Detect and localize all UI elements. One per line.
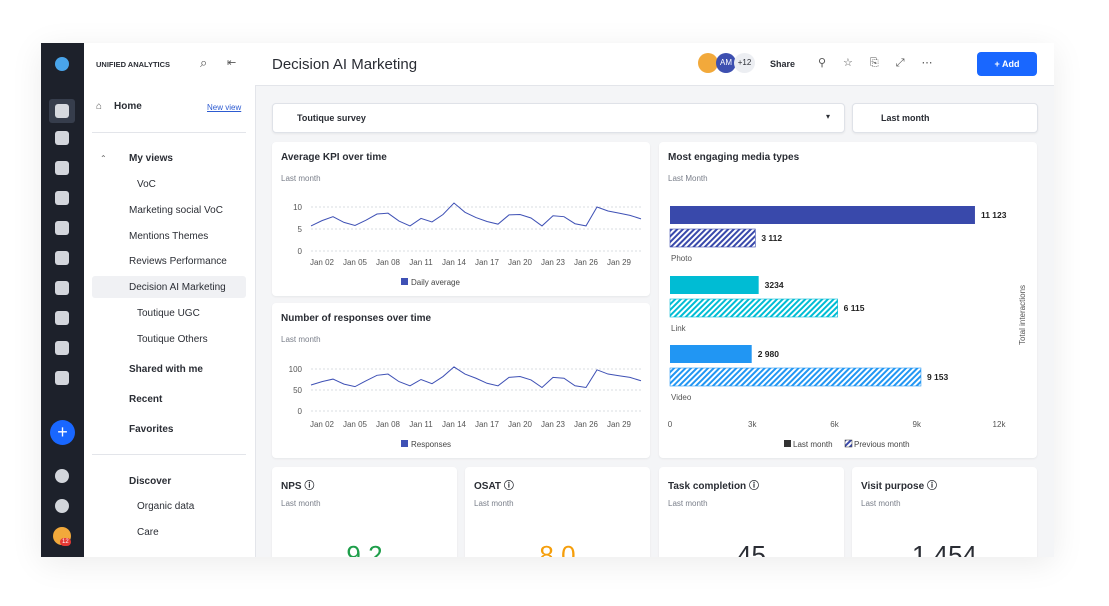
kpi-value: 1,454	[911, 540, 978, 557]
period-select[interactable]: Last month	[852, 103, 1038, 133]
card-title: Number of responses over time	[281, 313, 432, 324]
help-icon[interactable]: ⓘ	[501, 481, 514, 492]
settings-icon[interactable]	[55, 499, 69, 513]
selected-row	[92, 276, 246, 298]
nav-rail: + 12	[41, 43, 84, 557]
search-icon[interactable]: ⌕	[200, 55, 208, 70]
card-title: Most engaging media types	[668, 152, 800, 163]
card-subtitle: Last month	[861, 499, 901, 508]
chart-card: Number of responses over time Last month	[272, 303, 650, 458]
card-title: Visit purpose ⓘ	[861, 481, 937, 492]
kpi-card: OSAT ⓘ Last month 8.0	[465, 467, 650, 557]
chart-card: Average KPI over time Last month	[272, 142, 650, 296]
select-label: Last month	[881, 113, 930, 123]
add-button[interactable]: + Add	[977, 52, 1037, 76]
card-subtitle: Last month	[281, 174, 321, 183]
help-icon[interactable]: ⓘ	[746, 481, 759, 492]
nav-item[interactable]: Shared with me	[129, 364, 203, 375]
card-title: Average KPI over time	[281, 152, 387, 163]
more-users[interactable]: +12	[734, 53, 755, 73]
rail-icon[interactable]	[55, 161, 69, 175]
toolbar-icons[interactable]: ⚲☆⎘⤢⋯	[818, 57, 950, 69]
rail-icon[interactable]	[55, 311, 69, 325]
nav-item[interactable]: My views	[129, 153, 173, 164]
dropdown-arrow: ▾	[826, 112, 831, 121]
kpi-card: NPS ⓘ Last month 9.2	[272, 467, 457, 557]
nav-item[interactable]: Organic data	[137, 501, 195, 512]
nav-item[interactable]: Care	[137, 527, 159, 538]
card-title: OSAT ⓘ	[474, 481, 514, 492]
nav-item[interactable]: Favorites	[129, 424, 174, 435]
nav-item[interactable]: Recent	[129, 394, 163, 405]
rail-icon[interactable]	[55, 131, 69, 145]
create-button[interactable]: +	[50, 420, 75, 445]
survey-select[interactable]: Toutique survey ▾	[272, 103, 845, 133]
kpi-value: 8.0	[539, 540, 576, 557]
avatar: AM	[716, 53, 736, 73]
select-label: Toutique survey	[297, 113, 366, 123]
sidebar: UNIFIED ANALYTICS ⌕ ⇤ ⌂ Home New view My…	[84, 43, 256, 557]
help-icon[interactable]	[55, 469, 69, 483]
rail-icon[interactable]	[55, 104, 69, 118]
divider	[92, 454, 246, 455]
kpi-card: Task completion ⓘ Last month 45	[659, 467, 844, 557]
add-label: Add	[1001, 59, 1020, 69]
card-subtitle: Last month	[474, 499, 514, 508]
kpi-card: Visit purpose ⓘ Last month 1,454	[852, 467, 1037, 557]
rail-icon[interactable]	[55, 281, 69, 295]
card-subtitle: Last month	[668, 499, 708, 508]
collapse-icon[interactable]: ⇤	[227, 57, 237, 69]
nav-item[interactable]: Mentions Themes	[129, 231, 209, 242]
chart-card: Most engaging media types Last Month	[659, 142, 1037, 458]
home-icon: ⌂	[96, 101, 103, 112]
nav-item[interactable]: Marketing social VoC	[129, 205, 223, 216]
rail-icon[interactable]	[55, 341, 69, 355]
badge: 12	[60, 538, 71, 546]
header: Decision AI Marketing AM +12 Share ⚲☆⎘⤢⋯…	[255, 43, 1054, 86]
nav-item[interactable]: Reviews Performance	[129, 256, 227, 267]
kpi-value: 9.2	[346, 540, 383, 557]
card-subtitle: Last Month	[668, 174, 708, 183]
divider	[92, 132, 246, 133]
nav-item[interactable]: VoC	[137, 179, 156, 190]
logo	[55, 57, 69, 71]
brand: UNIFIED ANALYTICS	[96, 60, 171, 69]
chevrons: ⌃	[100, 154, 107, 163]
page-title: Decision AI Marketing	[272, 56, 418, 73]
nav-item[interactable]: Toutique Others	[137, 334, 208, 345]
rail-icon[interactable]	[55, 191, 69, 205]
nav-item[interactable]: Toutique UGC	[137, 308, 200, 319]
nav-item[interactable]: Decision AI Marketing	[129, 282, 226, 293]
share-button[interactable]: Share	[770, 59, 796, 69]
home-link[interactable]: Home	[114, 101, 142, 112]
card-title: Task completion ⓘ	[668, 481, 759, 492]
avatar	[698, 53, 718, 73]
rail-icon[interactable]	[55, 221, 69, 235]
card-subtitle: Last month	[281, 335, 321, 344]
rail-icon[interactable]	[55, 371, 69, 385]
new-view-link[interactable]: New view	[207, 103, 242, 112]
help-icon[interactable]: ⓘ	[301, 481, 315, 492]
app-window: + 12 UNIFIED ANALYTICS ⌕ ⇤ ⌂ Home New vi…	[41, 43, 1054, 557]
help-icon[interactable]: ⓘ	[924, 481, 937, 492]
nav-item[interactable]: Discover	[129, 476, 172, 487]
card-title: NPS ⓘ	[281, 481, 315, 492]
card-subtitle: Last month	[281, 499, 321, 508]
rail-icon[interactable]	[55, 251, 69, 265]
kpi-value: 45	[737, 540, 766, 557]
